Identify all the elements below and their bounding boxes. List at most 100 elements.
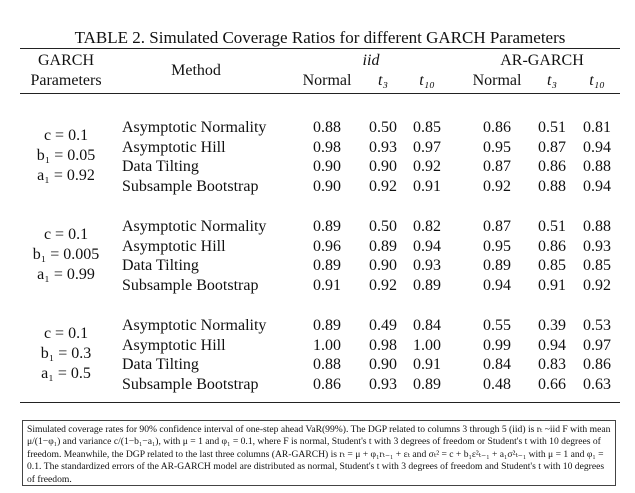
cell-value: 0.91: [413, 356, 441, 373]
garch-header: Parameters: [30, 72, 102, 89]
cell-value: 0.90: [313, 177, 341, 195]
cell-value: 0.89: [313, 257, 341, 274]
column-header: Normal: [472, 72, 522, 89]
table-title: TABLE 2. Simulated Coverage Ratios for d…: [74, 28, 566, 47]
cell-value: 0.91: [313, 276, 341, 294]
group-header: iid: [362, 52, 380, 69]
cell-value: 0.90: [313, 158, 341, 175]
parameter: b₁ = 0.3: [40, 345, 92, 362]
cell-value: 0.88: [313, 356, 341, 373]
cell-value: 0.83: [538, 356, 566, 373]
cell-value: 0.89: [483, 257, 511, 274]
cell-value: 0.98: [369, 336, 397, 354]
cell-value: 0.93: [369, 375, 397, 393]
parameter: b₁ = 0.005: [32, 246, 100, 263]
cell-value: 0.93: [413, 257, 441, 274]
cell-value: 0.86: [313, 375, 341, 393]
cell-value: 0.48: [483, 375, 511, 393]
cell-value: 0.89: [369, 237, 397, 255]
cell-value: 0.89: [413, 276, 441, 294]
garch-header: GARCH: [37, 52, 95, 69]
column-header: t₃: [377, 72, 389, 89]
cell-value: 0.93: [369, 138, 397, 156]
cell-value: 0.92: [413, 158, 441, 175]
method: Subsample Bootstrap: [122, 276, 259, 294]
column-header: t₃: [546, 72, 558, 89]
cell-value: 0.95: [483, 138, 511, 156]
parameter: a₁ = 0.99: [37, 266, 95, 283]
method: Data Tilting: [122, 356, 199, 373]
cell-value: 0.85: [413, 119, 441, 136]
cell-value: 0.94: [413, 237, 441, 255]
cell-value: 0.53: [583, 317, 611, 334]
cell-value: 0.86: [538, 237, 566, 255]
cell-value: 0.88: [538, 177, 566, 195]
cell-value: 0.92: [369, 177, 397, 195]
cell-value: 0.98: [313, 138, 341, 156]
cell-value: 0.91: [538, 276, 566, 294]
cell-value: 1.00: [313, 336, 341, 354]
cell-value: 0.50: [369, 119, 397, 136]
cell-value: 0.94: [538, 336, 566, 354]
cell-value: 0.49: [369, 317, 397, 334]
cell-value: 0.82: [413, 218, 441, 235]
cell-value: 0.94: [483, 276, 511, 294]
cell-value: 0.85: [583, 257, 611, 274]
cell-value: 0.90: [369, 257, 397, 274]
column-header: Normal: [302, 72, 352, 89]
cell-value: 0.93: [583, 237, 611, 255]
cell-value: 0.88: [583, 218, 611, 235]
cell-value: 0.86: [483, 119, 511, 136]
cell-value: 0.96: [313, 237, 341, 255]
top-rule: [20, 48, 620, 49]
group-header: AR-GARCH: [500, 52, 584, 69]
cell-value: 0.87: [483, 158, 511, 175]
cell-value: 0.97: [413, 138, 441, 156]
column-header: t₁₀: [419, 72, 435, 89]
method: Asymptotic Hill: [122, 138, 226, 156]
cell-value: 0.51: [538, 218, 566, 235]
method: Asymptotic Normality: [122, 218, 267, 235]
method: Asymptotic Hill: [122, 237, 226, 255]
cell-value: 0.84: [413, 317, 441, 334]
cell-value: 0.92: [369, 276, 397, 294]
cell-value: 0.94: [583, 138, 611, 156]
bottom-rule: [20, 402, 620, 403]
cell-value: 0.51: [538, 119, 566, 136]
cell-value: 0.85: [538, 257, 566, 274]
method: Data Tilting: [122, 257, 199, 274]
column-header: t₁₀: [589, 72, 605, 89]
cell-value: 0.55: [483, 317, 511, 334]
cell-value: 0.92: [583, 276, 611, 294]
method: Asymptotic Hill: [122, 336, 226, 354]
cell-value: 0.99: [483, 336, 511, 354]
method: Asymptotic Normality: [122, 317, 267, 334]
footnote: Simulated coverage rates for 90% confide…: [22, 420, 616, 486]
cell-value: 0.88: [313, 119, 341, 136]
cell-value: 0.89: [413, 375, 441, 393]
cell-value: 0.94: [583, 177, 611, 195]
cell-value: 0.91: [413, 177, 441, 195]
cell-value: 0.86: [583, 356, 611, 373]
cell-value: 0.63: [583, 375, 611, 393]
cell-value: 0.87: [538, 138, 566, 156]
method: Asymptotic Normality: [122, 119, 267, 136]
parameter: a₁ = 0.92: [37, 167, 95, 184]
method: Subsample Bootstrap: [122, 177, 259, 195]
method: Data Tilting: [122, 158, 199, 175]
cell-value: 1.00: [413, 336, 441, 354]
method: Subsample Bootstrap: [122, 375, 259, 393]
parameter: a₁ = 0.5: [41, 365, 91, 382]
parameter: c = 0.1: [43, 127, 89, 144]
cell-value: 0.89: [313, 317, 341, 334]
cell-value: 0.39: [538, 317, 566, 334]
cell-value: 0.90: [369, 356, 397, 373]
cell-value: 0.95: [483, 237, 511, 255]
parameter: c = 0.1: [43, 325, 89, 342]
cell-value: 0.81: [583, 119, 611, 136]
cell-value: 0.89: [313, 218, 341, 235]
cell-value: 0.92: [483, 177, 511, 195]
cell-value: 0.88: [583, 158, 611, 175]
cell-value: 0.66: [538, 375, 566, 393]
